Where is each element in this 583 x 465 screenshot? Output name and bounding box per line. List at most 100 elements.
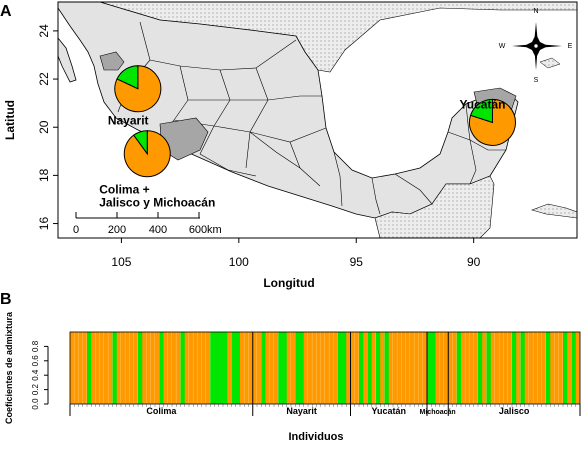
admixture-bar (87, 332, 92, 404)
admixture-bar (150, 332, 156, 404)
admixture-bar (227, 332, 232, 404)
admixture-bar (206, 332, 211, 404)
map-x-tick-label: 100 (229, 255, 249, 269)
admixture-bar (507, 332, 513, 404)
admixture-bar (393, 332, 398, 404)
admixture-bar (410, 332, 415, 404)
admixture-bar (138, 332, 143, 404)
map-y-tick-label: 24 (37, 24, 51, 38)
admixture-bar (308, 332, 313, 404)
admixture-bar (520, 332, 526, 404)
admixture-bar (99, 332, 105, 404)
admixture-bar (469, 332, 475, 404)
admixture-bar (558, 332, 564, 404)
admixture-bar (278, 332, 283, 404)
admixture-bar (265, 332, 271, 404)
admixture-bar (388, 332, 394, 404)
admixture-bar (524, 332, 530, 404)
admixture-bar (146, 332, 152, 404)
admixture-bar (499, 332, 504, 404)
admixture-bar (95, 332, 101, 404)
admixture-bar (320, 332, 326, 404)
admixture-bar (303, 332, 309, 404)
admixture-axes: 0.0 0.2 0.4 0.6 0.8 (31, 340, 581, 410)
admixture-bar (82, 332, 88, 404)
admixture-bar (159, 332, 164, 404)
admixture-bar (333, 332, 339, 404)
admixture-bar (439, 332, 445, 404)
admixture-bar (337, 332, 343, 404)
admixture-bar (401, 332, 407, 404)
admixture-y-tick-label: 0.6 (31, 355, 40, 367)
pie-chart (114, 65, 162, 113)
admixture-y-tick-label: 0.2 (31, 383, 40, 395)
admixture-bar (274, 332, 279, 404)
admixture-bar (176, 332, 181, 404)
map-x-tick-label: 95 (350, 255, 364, 269)
admixture-bar (427, 332, 432, 404)
admixture-bar (422, 332, 428, 404)
map-y-tick-label: 18 (37, 168, 51, 182)
admixture-bar (269, 332, 275, 404)
admixture-bar (70, 332, 75, 404)
admixture-groups: Colima Nayarit Yucatán Michoacán Jalisco (69, 332, 581, 416)
admixture-bar (371, 332, 377, 404)
admixture-bar (367, 332, 373, 404)
admixture-bar (172, 332, 177, 404)
admixture-bar (537, 332, 543, 404)
admixture-bar (418, 332, 424, 404)
admixture-bar (550, 332, 555, 404)
admixture-bar (431, 332, 436, 404)
admixture-y-tick-label: 0.0 (31, 398, 40, 410)
baja-california (58, 37, 77, 83)
pie-chart (468, 98, 516, 146)
map-x-tick-label: 90 (467, 255, 481, 269)
panel-a-label: A (0, 3, 12, 20)
compass-east-label: E (568, 43, 573, 50)
admixture-bar (384, 332, 390, 404)
scale-tick-400: 400 (149, 224, 167, 236)
admixture-bar (248, 332, 254, 404)
admixture-bar (567, 332, 572, 404)
map-frame (57, 1, 578, 239)
admixture-bar (359, 332, 364, 404)
admixture-group-label: Yucatán (371, 406, 406, 416)
admixture-bar (363, 332, 368, 404)
admixture-bar (473, 332, 479, 404)
admixture-bar (312, 332, 317, 404)
admixture-bar (554, 332, 560, 404)
admixture-bar (282, 332, 288, 404)
admixture-bar (210, 332, 215, 404)
scale-unit: km (207, 224, 222, 236)
admixture-bar (482, 332, 487, 404)
admixture-y-tick-label: 0.8 (31, 340, 40, 352)
admixture-bar (193, 332, 198, 404)
admixture-bar (74, 332, 79, 404)
admixture-bar (240, 332, 245, 404)
map-y-tick-label: 22 (37, 72, 51, 86)
admixture-bar (342, 332, 347, 404)
admixture-bar (452, 332, 458, 404)
admixture-bar (286, 332, 292, 404)
admixture-bar (461, 332, 466, 404)
pie-label: Colima + (99, 183, 149, 197)
pie-labels: Nayarit Colima +Jalisco y Michoacán Yucatá… (99, 97, 505, 209)
admixture-bar (316, 332, 322, 404)
admixture-bar (414, 332, 419, 404)
admixture-bar (121, 332, 126, 404)
admixture-bar (478, 332, 483, 404)
map-y-tick-label: 16 (37, 217, 51, 231)
map-x-axis-title: Longitud (263, 276, 314, 290)
admixture-bar (78, 332, 84, 404)
admixture-bar (541, 332, 547, 404)
admixture-bar (465, 332, 470, 404)
central-america (374, 175, 495, 238)
admixture-bar (223, 332, 228, 404)
admixture-bar (329, 332, 334, 404)
admixture-bar (155, 332, 160, 404)
map-y-axis-title: Latitud (3, 100, 17, 140)
cuba (531, 203, 577, 219)
admixture-bar (189, 332, 194, 404)
admixture-bar (575, 332, 581, 404)
scale-tick-600: 600 (189, 224, 207, 236)
